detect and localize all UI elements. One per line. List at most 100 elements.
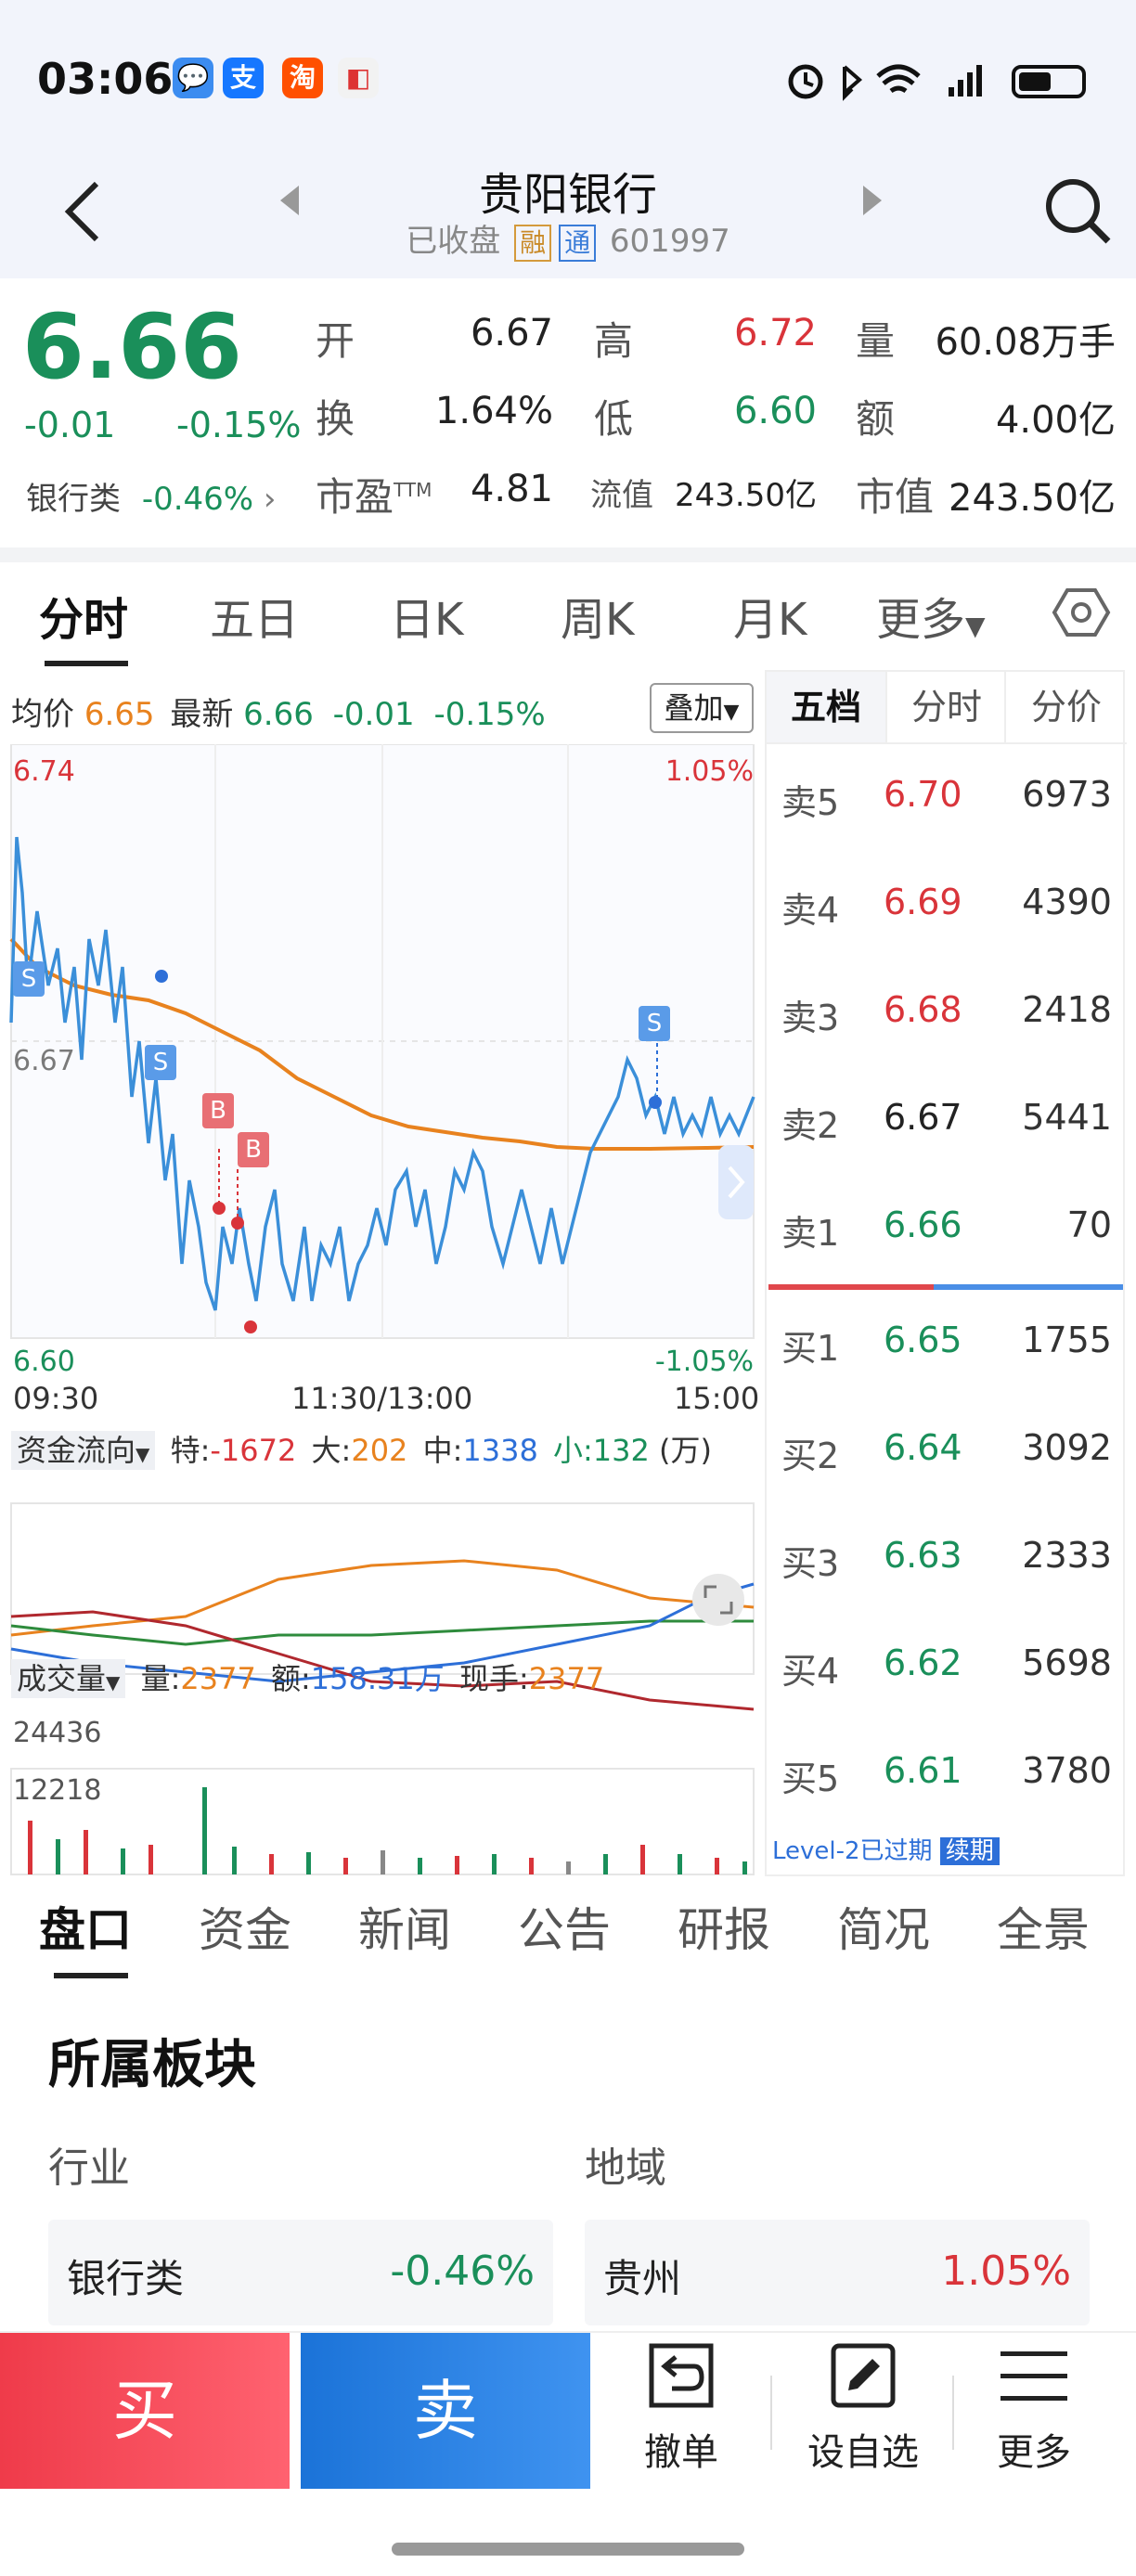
region-change: 1.05% <box>941 2248 1071 2295</box>
sell-button[interactable]: 卖 <box>301 2333 590 2489</box>
tab-capital[interactable]: 资金 <box>199 1903 291 1957</box>
renew-button[interactable]: 续期 <box>939 1837 1000 1865</box>
tab-announcements[interactable]: 公告 <box>518 1903 611 1957</box>
tab-daily-k[interactable]: 日K <box>390 594 464 646</box>
pct-axis-top: 1.05% <box>665 755 754 788</box>
home-indicator[interactable] <box>392 2543 744 2556</box>
status-time: 03:06 <box>37 54 174 104</box>
pe-ttm-sup: TTM <box>394 479 432 501</box>
ask-row: 卖4 6.69 4390 <box>781 882 1112 931</box>
buy-marker[interactable]: B <box>238 1132 269 1167</box>
notify-app-icon: ◧ <box>338 58 379 98</box>
level2-notice: Level-2已过期 续期 <box>772 1832 1000 1866</box>
tab-more[interactable]: 更多▼ <box>876 594 986 646</box>
region-label: 地域 <box>585 2145 666 2192</box>
ask-row: 卖5 6.70 6973 <box>781 774 1112 823</box>
connect-tag: 通 <box>559 225 597 262</box>
market-state: 已收盘 <box>406 223 501 260</box>
industry-name: 银行类 <box>67 2256 185 2301</box>
bid-row: 买5 6.61 3780 <box>781 1750 1112 1799</box>
margin-tag: 融 <box>514 225 552 262</box>
buy-marker[interactable]: B <box>202 1093 234 1128</box>
back-arrow-icon[interactable] <box>56 174 111 249</box>
x-axis-mid: 11:30/13:00 <box>291 1381 473 1416</box>
price-change: -0.01 <box>24 405 116 445</box>
tab-intraday[interactable]: 分时 <box>39 594 129 646</box>
status-indicators-icon <box>788 64 982 101</box>
region-card[interactable]: 贵州 1.05% <box>585 2220 1090 2325</box>
market-cap-value: 243.50亿 <box>949 477 1116 520</box>
industry-label: 行业 <box>48 2145 130 2192</box>
ask-ratio-bar <box>768 1284 934 1290</box>
prev-stock-icon[interactable] <box>277 182 304 219</box>
sector-change: -0.46% <box>141 481 254 518</box>
tab-five-day[interactable]: 五日 <box>210 594 300 646</box>
tab-handicap[interactable]: 盘口 <box>39 1903 132 1957</box>
sector-name: 银行类 <box>26 481 121 518</box>
divider <box>952 2376 954 2450</box>
menu-icon <box>1000 2351 1067 2401</box>
caret-down-icon: ▼ <box>106 1671 121 1694</box>
more-button[interactable]: 更多 <box>960 2338 1108 2476</box>
tab-tick-detail[interactable]: 分时 <box>885 672 1006 744</box>
amount-label: 额 <box>856 396 896 442</box>
intraday-chart-panel: 均价 6.65 最新 6.66 -0.01 -0.15% 叠加▼ <box>0 670 761 1876</box>
add-watchlist-label: 设自选 <box>807 2431 919 2474</box>
add-watchlist-button[interactable]: 设自选 <box>789 2338 937 2476</box>
tab-profile[interactable]: 简况 <box>837 1903 930 1957</box>
last-price: 6.66 <box>22 295 242 399</box>
edit-icon <box>831 2343 896 2408</box>
avg-price: 6.65 <box>84 696 155 733</box>
next-stock-icon[interactable] <box>858 182 885 219</box>
high-label: 高 <box>594 318 634 364</box>
caret-down-icon: ▼ <box>136 1443 150 1465</box>
tab-weekly-k[interactable]: 周K <box>561 594 635 646</box>
industry-change: -0.46% <box>390 2248 535 2295</box>
low-value: 6.60 <box>733 390 817 432</box>
industry-card[interactable]: 银行类 -0.46% <box>48 2220 553 2325</box>
tab-overview[interactable]: 全景 <box>997 1903 1090 1957</box>
stock-code: 601997 <box>609 223 730 260</box>
stock-subtitle: 已收盘 融通 601997 <box>0 215 1136 262</box>
alipay-app-icon: 支 <box>223 58 264 98</box>
chart-settings-icon[interactable] <box>1051 585 1112 640</box>
tab-underline <box>45 661 128 666</box>
tab-underline <box>54 1973 128 1978</box>
bid-row: 买2 6.64 3092 <box>781 1427 1112 1476</box>
taobao-app-icon: 淘 <box>282 58 323 98</box>
search-icon[interactable] <box>1043 176 1114 247</box>
overlay-button[interactable]: 叠加▼ <box>650 683 754 733</box>
bid-row: 买3 6.63 2333 <box>781 1535 1112 1584</box>
volume-bars <box>28 1787 747 1874</box>
divider <box>770 2376 772 2450</box>
more-label: 更多 <box>997 2431 1071 2474</box>
turnover-label: 换 <box>316 396 355 442</box>
float-cap-value: 243.50亿 <box>675 477 817 514</box>
buy-button[interactable]: 买 <box>0 2333 290 2489</box>
sector-section-title: 所属板块 <box>48 2035 256 2095</box>
fund-flow-selector[interactable]: 资金流向▼ <box>11 1431 156 1470</box>
y-axis-mid: 6.67 <box>13 1045 75 1077</box>
amount-value: 4.00亿 <box>995 399 1116 442</box>
tab-research[interactable]: 研报 <box>678 1903 770 1957</box>
low-label: 低 <box>594 396 634 442</box>
tab-five-levels[interactable]: 五档 <box>767 672 885 744</box>
volume-selector[interactable]: 成交量▼ <box>11 1659 126 1698</box>
sector-link[interactable]: 银行类 -0.46% › <box>26 473 277 519</box>
tab-news[interactable]: 新闻 <box>358 1903 451 1957</box>
battery-icon <box>1012 65 1086 98</box>
sell-marker[interactable]: S <box>13 961 45 997</box>
high-value: 6.72 <box>733 312 817 354</box>
quote-panel <box>0 278 1136 547</box>
chevron-right-icon: › <box>263 481 277 518</box>
sell-marker[interactable]: S <box>639 1006 670 1041</box>
ask-row: 卖2 6.67 5441 <box>781 1097 1112 1146</box>
volume-label: 量 <box>856 318 896 364</box>
sell-marker[interactable]: S <box>145 1045 176 1080</box>
open-value: 6.67 <box>470 312 553 354</box>
tab-monthly-k[interactable]: 月K <box>733 594 807 646</box>
tab-price-detail[interactable]: 分价 <box>1004 672 1127 744</box>
y-axis-top: 6.74 <box>13 755 75 788</box>
price-change-pct: -0.15% <box>176 405 302 445</box>
cancel-order-button[interactable]: 撤单 <box>607 2338 755 2476</box>
